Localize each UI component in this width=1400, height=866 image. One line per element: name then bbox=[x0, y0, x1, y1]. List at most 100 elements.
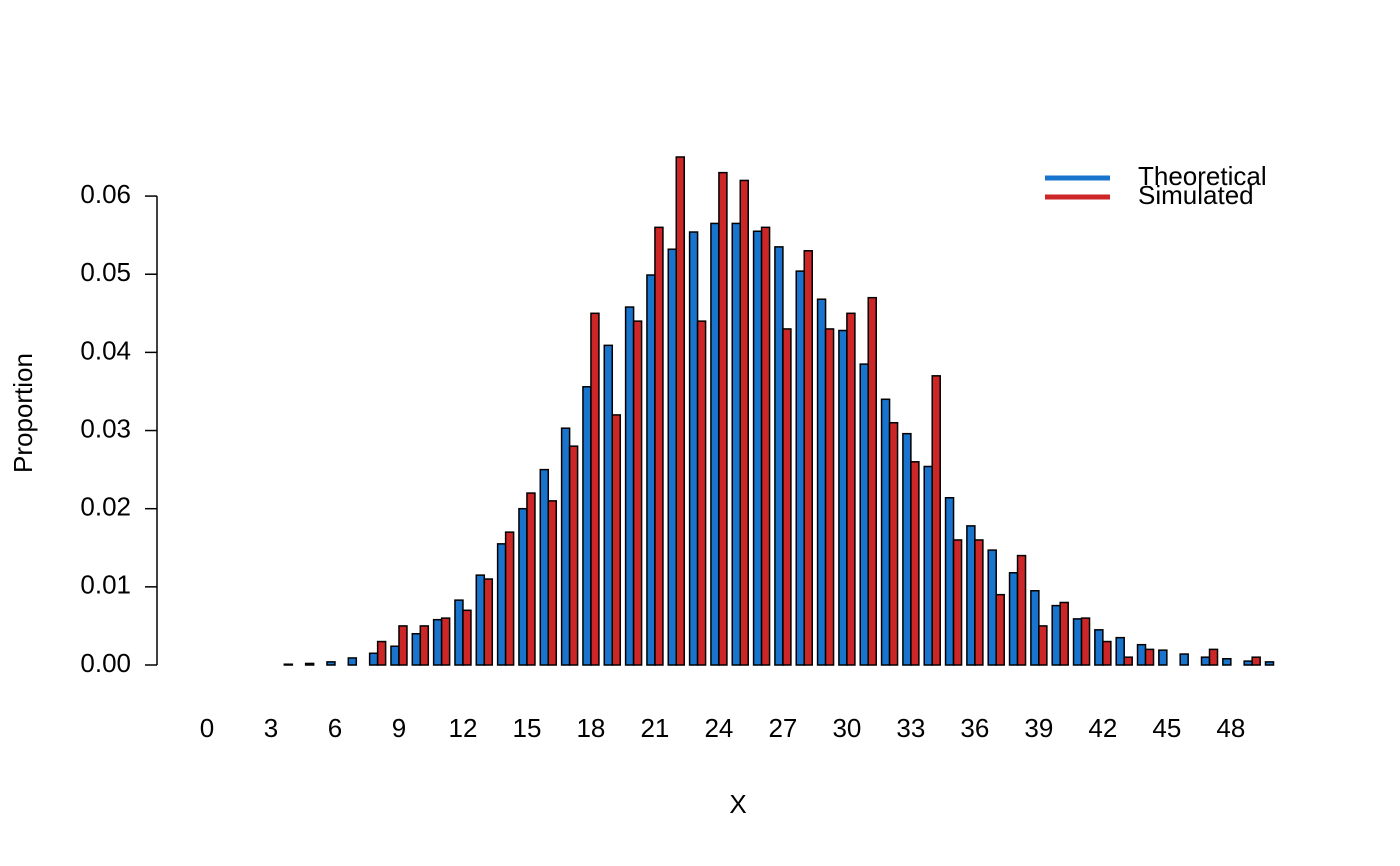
x-tick-label: 30 bbox=[832, 713, 861, 743]
bar bbox=[504, 531, 515, 666]
x-tick-label: 18 bbox=[576, 713, 605, 743]
bar bbox=[419, 625, 430, 666]
y-tick-label: 0.04 bbox=[80, 335, 131, 365]
bar bbox=[376, 640, 387, 666]
bar bbox=[462, 609, 472, 666]
bar bbox=[1144, 648, 1155, 666]
bar bbox=[902, 432, 912, 666]
bar bbox=[1030, 590, 1040, 666]
bar bbox=[1264, 661, 1275, 666]
bar bbox=[1222, 657, 1232, 666]
bar bbox=[1136, 643, 1147, 666]
bar bbox=[347, 657, 358, 666]
y-tick-label: 0.03 bbox=[80, 413, 131, 443]
bar bbox=[880, 398, 891, 666]
bar bbox=[518, 507, 528, 666]
bar bbox=[646, 274, 656, 666]
x-tick-label: 9 bbox=[392, 713, 406, 743]
bar bbox=[590, 312, 600, 666]
bar bbox=[774, 246, 784, 666]
bar bbox=[675, 156, 686, 666]
bar bbox=[824, 328, 835, 666]
bar bbox=[803, 250, 813, 666]
bar bbox=[931, 375, 941, 666]
bar bbox=[1080, 617, 1091, 666]
x-tick-label: 42 bbox=[1088, 713, 1117, 743]
bar bbox=[782, 328, 792, 666]
bar bbox=[888, 421, 899, 666]
bar bbox=[1051, 604, 1061, 666]
x-tick-label: 39 bbox=[1024, 713, 1053, 743]
x-tick-label: 24 bbox=[704, 713, 733, 743]
bar bbox=[582, 386, 592, 666]
x-tick-label: 45 bbox=[1152, 713, 1181, 743]
bar bbox=[390, 645, 400, 666]
bar bbox=[795, 270, 805, 666]
y-tick-label: 0.05 bbox=[80, 257, 131, 287]
bar bbox=[696, 320, 707, 666]
x-tick-label: 21 bbox=[640, 713, 669, 743]
bar bbox=[838, 329, 848, 666]
bar bbox=[1115, 636, 1125, 666]
bar bbox=[475, 574, 486, 666]
bar bbox=[1016, 554, 1027, 666]
y-tick-label: 0.06 bbox=[80, 179, 131, 209]
bar bbox=[611, 414, 622, 666]
x-tick-label: 48 bbox=[1216, 713, 1245, 743]
x-tick-label: 15 bbox=[512, 713, 541, 743]
bar bbox=[1208, 648, 1219, 666]
bar bbox=[718, 171, 728, 666]
y-axis-label: Proportion bbox=[8, 353, 38, 473]
x-tick-label: 6 bbox=[328, 713, 342, 743]
bar bbox=[667, 248, 678, 666]
bar bbox=[739, 179, 749, 666]
bar bbox=[987, 549, 997, 666]
bar bbox=[526, 492, 536, 666]
bar bbox=[326, 661, 336, 666]
bar bbox=[483, 578, 494, 666]
bar bbox=[654, 226, 664, 666]
bar bbox=[1123, 656, 1133, 666]
y-tick-label: 0.00 bbox=[80, 648, 131, 678]
bar bbox=[867, 296, 877, 666]
x-tick-label: 12 bbox=[448, 713, 477, 743]
x-tick-label: 36 bbox=[960, 713, 989, 743]
bar bbox=[760, 226, 771, 666]
bar bbox=[710, 222, 720, 666]
bar bbox=[283, 663, 294, 666]
bar bbox=[1094, 629, 1104, 666]
bar bbox=[560, 427, 571, 666]
bar bbox=[846, 312, 856, 666]
bar bbox=[603, 344, 614, 666]
bar bbox=[859, 363, 869, 666]
bar bbox=[923, 465, 933, 666]
bar bbox=[952, 539, 963, 666]
bar bbox=[454, 599, 464, 666]
bar bbox=[688, 231, 699, 666]
bar bbox=[440, 617, 451, 666]
bar bbox=[944, 497, 955, 666]
bar bbox=[974, 539, 984, 666]
bar bbox=[995, 593, 1005, 666]
x-tick-label: 33 bbox=[896, 713, 925, 743]
bar bbox=[368, 652, 379, 666]
bar bbox=[1008, 572, 1019, 666]
x-tick-label: 27 bbox=[768, 713, 797, 743]
bar bbox=[432, 618, 443, 666]
y-tick-label: 0.01 bbox=[80, 570, 131, 600]
bar bbox=[1243, 660, 1253, 666]
x-tick-label: 0 bbox=[200, 713, 214, 743]
bar bbox=[568, 445, 579, 666]
bar bbox=[304, 662, 315, 666]
x-tick-label: 3 bbox=[264, 713, 278, 743]
bar bbox=[816, 298, 827, 666]
legend-label: Simulated bbox=[1138, 180, 1254, 210]
bar bbox=[731, 222, 741, 666]
bar bbox=[752, 230, 763, 666]
bar bbox=[1059, 601, 1069, 666]
bar bbox=[966, 525, 976, 666]
bar bbox=[624, 306, 635, 666]
bar bbox=[1200, 656, 1211, 666]
bar bbox=[1251, 656, 1261, 666]
